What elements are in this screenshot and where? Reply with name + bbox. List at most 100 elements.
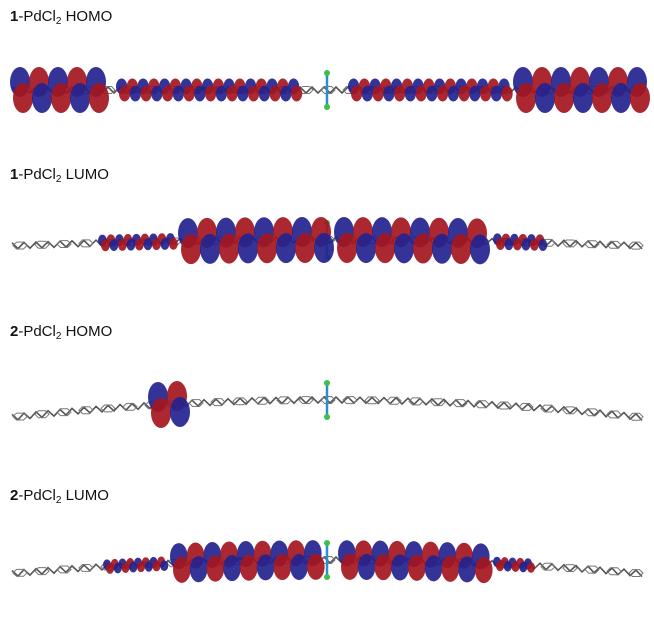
orbital-lobe	[257, 233, 277, 264]
orbital-lobe	[538, 239, 548, 251]
orbital-lobe	[630, 83, 650, 113]
orbital-lobe	[307, 553, 325, 580]
ring	[34, 567, 50, 576]
orbital-lobe	[501, 85, 513, 102]
ring	[320, 86, 336, 94]
subscript: 2	[55, 174, 62, 185]
molecule-image	[10, 67, 650, 113]
orbital-lobe	[206, 555, 225, 582]
orbital-lobe	[32, 83, 52, 113]
cl-atom	[324, 104, 330, 110]
orbital-lobe	[527, 562, 535, 573]
ring	[12, 241, 28, 250]
compound-number: 1	[10, 166, 19, 183]
orbital-lobe	[408, 554, 426, 581]
orbital-lobe	[276, 233, 296, 264]
ring	[100, 404, 116, 413]
orbital-lobe	[89, 83, 109, 113]
ring	[188, 399, 204, 407]
compound-number: 2	[10, 487, 19, 504]
orbital-lobe	[256, 554, 275, 581]
orbital: HOMO	[65, 323, 113, 340]
ring	[232, 397, 248, 406]
ring	[210, 398, 226, 407]
ring	[12, 568, 28, 577]
orbital-lobe	[219, 233, 239, 264]
ligand: -PdCl	[18, 8, 56, 25]
ligand: -PdCl	[18, 487, 56, 504]
cl-atom	[324, 574, 330, 580]
orbital-lobe	[51, 83, 71, 113]
ring	[34, 240, 50, 249]
orbital-lobe	[611, 83, 631, 113]
ring	[12, 412, 28, 421]
orbital-lobe	[169, 237, 178, 250]
orbital-lobe	[357, 553, 376, 581]
ring	[56, 408, 72, 417]
ring	[628, 412, 644, 421]
ring	[56, 565, 72, 574]
subscript: 2	[55, 331, 62, 342]
cl-atom	[324, 540, 330, 546]
orbital-lobe	[475, 556, 493, 584]
molecule-image	[11, 217, 644, 265]
ring	[276, 396, 292, 405]
orbital: LUMO	[65, 166, 109, 183]
orbital-lobe	[181, 234, 201, 265]
orbital-lobe	[151, 398, 171, 429]
orbital-lobe	[170, 396, 190, 427]
ring	[78, 564, 94, 572]
ring	[386, 396, 402, 405]
ring	[606, 567, 622, 576]
panel-label: 2-PdCl2 HOMO	[10, 323, 112, 342]
ring	[606, 410, 622, 419]
orbital-lobe	[223, 555, 241, 582]
ring	[584, 408, 600, 417]
ring	[408, 397, 424, 406]
orbital-lobe	[375, 233, 395, 264]
orbital-lobe	[458, 556, 476, 583]
orbital-lobe	[273, 554, 292, 581]
orbital-lobe	[295, 233, 315, 264]
ring	[320, 396, 336, 404]
ring	[342, 396, 358, 405]
ring	[254, 396, 270, 405]
orbital-lobe	[200, 233, 220, 264]
subscript: 2	[55, 495, 62, 506]
ring	[540, 562, 556, 571]
orbital-lobe	[573, 83, 593, 113]
ring	[518, 403, 534, 411]
ring	[496, 401, 512, 410]
ring	[562, 239, 578, 248]
ring	[584, 240, 600, 249]
orbital-lobe	[160, 560, 169, 572]
orbital-lobe	[554, 83, 574, 113]
orbital-lobe	[470, 234, 490, 265]
ligand: -PdCl	[18, 166, 56, 183]
orbital-lobe	[441, 555, 460, 582]
orbital-lobe	[173, 556, 191, 583]
molecule-image	[11, 380, 644, 429]
ring	[540, 404, 556, 413]
orbital-lobe	[451, 234, 471, 265]
orbital-lobe	[290, 553, 308, 580]
orbital-lobe	[535, 83, 555, 113]
orbital-lobe	[374, 554, 393, 581]
orbital-lobe	[70, 83, 90, 113]
orbital-lobe	[337, 233, 357, 264]
ring	[452, 399, 468, 408]
ring	[430, 398, 446, 407]
cl-atom	[324, 414, 330, 420]
orbital: LUMO	[65, 487, 109, 504]
ring	[562, 406, 578, 415]
orbital: HOMO	[65, 8, 113, 25]
orbital-lobe	[314, 233, 334, 264]
panel-label: 1-PdCl2 LUMO	[10, 166, 109, 185]
ring	[562, 564, 578, 572]
panel-label: 1-PdCl2 HOMO	[10, 8, 112, 27]
orbital-lobe	[341, 553, 359, 580]
ring	[122, 402, 138, 411]
orbital-lobe	[240, 554, 258, 581]
orbital-lobe	[13, 83, 33, 113]
ring	[78, 406, 94, 415]
